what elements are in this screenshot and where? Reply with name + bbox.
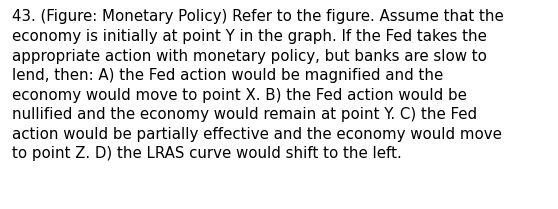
Text: 43. (Figure: Monetary Policy) Refer to the figure. Assume that the
economy is in: 43. (Figure: Monetary Policy) Refer to t… bbox=[12, 9, 504, 161]
